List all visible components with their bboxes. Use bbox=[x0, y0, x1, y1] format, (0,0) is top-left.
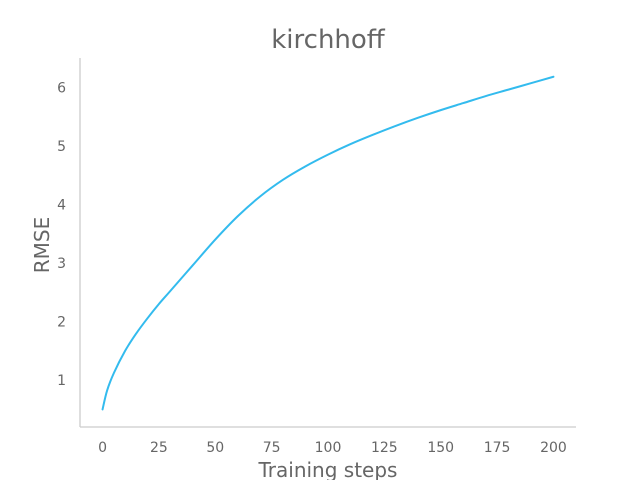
y-tick-label: 2 bbox=[57, 315, 66, 331]
series-line-0 bbox=[101, 75, 555, 411]
y-tick-label: 5 bbox=[57, 139, 66, 155]
x-tick-labels: 0 25 50 75 100 125 150 175 200 bbox=[98, 440, 567, 456]
x-tick-label: 175 bbox=[484, 440, 511, 456]
y-tick-label: 4 bbox=[57, 197, 66, 213]
y-tick-label: 3 bbox=[57, 256, 66, 272]
x-tick-label: 150 bbox=[427, 440, 454, 456]
y-tick-label: 1 bbox=[57, 373, 66, 389]
x-axis-label: Training steps bbox=[258, 458, 398, 480]
x-tick-label: 100 bbox=[315, 440, 342, 456]
x-tick-label: 0 bbox=[98, 440, 107, 456]
y-axis-label: RMSE bbox=[30, 217, 54, 273]
y-tick-labels: 1 2 3 4 5 6 bbox=[57, 80, 66, 389]
series-layer bbox=[101, 75, 555, 411]
y-tick-label: 6 bbox=[57, 80, 66, 96]
x-tick-label: 200 bbox=[540, 440, 567, 456]
x-tick-label: 75 bbox=[263, 440, 281, 456]
x-tick-label: 125 bbox=[371, 440, 398, 456]
chart-title: kirchhoff bbox=[271, 25, 386, 55]
x-tick-label: 25 bbox=[150, 440, 168, 456]
x-tick-label: 50 bbox=[206, 440, 224, 456]
